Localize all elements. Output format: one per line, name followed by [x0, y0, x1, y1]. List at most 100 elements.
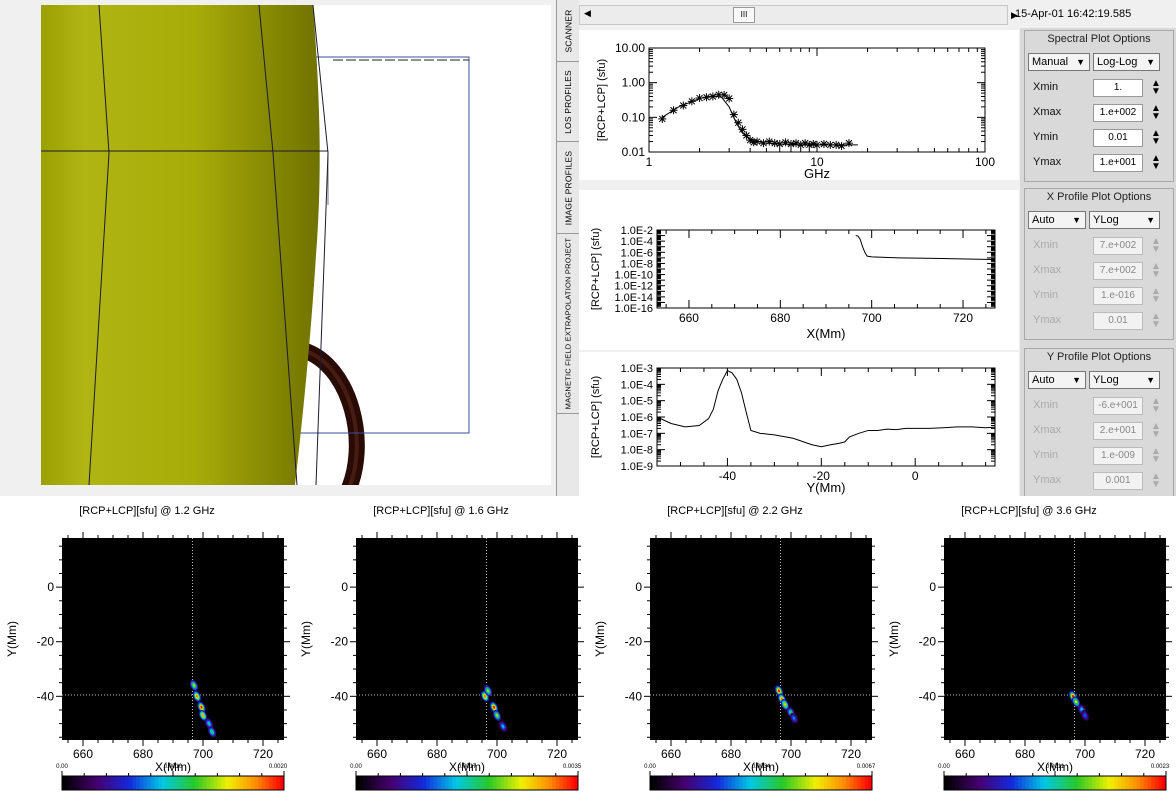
- colorbar-segment: [124, 776, 130, 790]
- colorbar-segment: [117, 776, 122, 790]
- y-tick-label: 1.0E-8: [621, 258, 653, 270]
- x-tick-label: 700: [193, 747, 213, 761]
- colorbar-segment: [559, 776, 564, 790]
- scroll-right-icon[interactable]: ▶: [1011, 10, 1018, 20]
- xprofile-scale-dropdown[interactable]: YLog ▼: [1089, 211, 1160, 229]
- colorbar-segment: [441, 776, 446, 790]
- brightness-map-1[interactable]: [RCP+LCP][sfu] @ 1.2 GHz 660 680 700 720 0 -2…: [0, 496, 294, 808]
- field-input[interactable]: 1.e+002: [1093, 104, 1143, 122]
- colorbar-segment: [1129, 776, 1134, 790]
- colorbar-min-label: 0.00: [56, 764, 68, 770]
- colorbar-segment: [724, 776, 729, 790]
- field-input[interactable]: 2.e+001: [1093, 422, 1143, 440]
- spinner-arrows-icon[interactable]: ▲ ▼: [1151, 471, 1161, 490]
- 3d-render-canvas[interactable]: [41, 5, 551, 485]
- spinner-arrows-icon[interactable]: ▲ ▼: [1151, 421, 1161, 440]
- colorbar-segment: [805, 776, 810, 790]
- tab-magnetic-field-extrapolation-project[interactable]: MAGNETIC FIELD EXTRAPOLATION PROJECT: [557, 234, 579, 414]
- colorbar-segment: [1117, 776, 1123, 790]
- colorbar-segment: [790, 776, 795, 790]
- x-profile-plot[interactable]: 1.0E-21.0E-41.0E-61.0E-81.0E-101.0E-121.…: [579, 190, 1019, 350]
- colorbar-segment: [455, 776, 461, 790]
- colorbar-segment: [247, 776, 252, 790]
- spinner-arrows-icon[interactable]: ▲ ▼: [1151, 236, 1161, 255]
- colorbar-segment: [650, 776, 655, 790]
- x-axis-label: GHz: [804, 166, 830, 180]
- spinner-arrows-icon[interactable]: ▲ ▼: [1151, 128, 1161, 147]
- colorbar-segment: [1154, 776, 1160, 790]
- spectral-plot-options: Spectral Plot Options Manual ▼ Log-Log ▼ X…: [1024, 30, 1174, 182]
- colorbar-segment: [1006, 776, 1012, 790]
- spinner-arrows-icon[interactable]: ▲ ▼: [1151, 78, 1161, 97]
- colorbar-max-label: 0.0067: [857, 764, 876, 770]
- spectral-mode-dropdown[interactable]: Manual ▼: [1028, 53, 1090, 71]
- x-profile-plot-options: X Profile Plot Options Auto ▼ YLog ▼ Xmin 7…: [1024, 188, 1174, 340]
- colorbar-segment: [1029, 776, 1034, 790]
- brightness-map-2[interactable]: [RCP+LCP][sfu] @ 1.6 GHz 660 680 700 720 0 -2…: [294, 496, 588, 808]
- 3d-view-panel[interactable]: [0, 0, 556, 496]
- field-input[interactable]: 0.01: [1093, 312, 1143, 330]
- xprofile-mode-dropdown[interactable]: Auto ▼: [1028, 211, 1086, 229]
- field-input[interactable]: 0.01: [1093, 129, 1143, 147]
- field-input[interactable]: 1.e-009: [1093, 447, 1143, 465]
- spectral-plot[interactable]: 10.00 1.00 0.10 0.011 10 100 GHz [RCP+LCP] (sfu…: [579, 30, 1019, 180]
- colorbar-segment: [478, 776, 483, 790]
- yprofile-scale-dropdown[interactable]: YLog ▼: [1089, 371, 1160, 389]
- scroll-left-icon[interactable]: ◀: [584, 8, 591, 18]
- star-stroke: [765, 138, 773, 145]
- field-label: Ymax: [1033, 474, 1062, 486]
- colorbar-segment: [224, 776, 229, 790]
- spinner-arrows-icon[interactable]: ▲ ▼: [1151, 261, 1161, 280]
- colorbar-segment: [243, 776, 248, 790]
- y-tick-label: 1.0E-10: [614, 270, 653, 282]
- y-tick-label: -20: [919, 635, 937, 649]
- colorbar-segment: [687, 776, 692, 790]
- field-label: Ymin: [1033, 289, 1059, 301]
- colorbar-segment: [1043, 776, 1049, 790]
- colorbar-segment: [84, 776, 89, 790]
- colorbar-segment: [701, 776, 706, 790]
- yprofile-mode-dropdown[interactable]: Auto ▼: [1028, 371, 1086, 389]
- time-scrollbar[interactable]: ◀ III: [579, 5, 1008, 25]
- colorbar-segment: [452, 776, 457, 790]
- spinner-arrows-icon[interactable]: ▲ ▼: [1151, 311, 1161, 330]
- emission-source: [792, 716, 796, 720]
- spinner-arrows-icon[interactable]: ▲ ▼: [1151, 153, 1161, 172]
- colorbar-segment: [537, 776, 542, 790]
- spinner-arrows-icon[interactable]: ▲ ▼: [1151, 446, 1161, 465]
- colorbar-segment: [1051, 776, 1056, 790]
- tab-image-profiles[interactable]: IMAGE PROFILES: [557, 142, 579, 234]
- y-profile-plot[interactable]: 1.0E-3 1.0E-4 1.0E-5 1.0E-6 1.0E-7 1.0E-8 1.0E…: [579, 352, 1019, 496]
- colorbar-segment: [507, 776, 512, 790]
- field-input[interactable]: 1.e+001: [1093, 154, 1143, 172]
- spinner-arrows-icon[interactable]: ▲ ▼: [1151, 103, 1161, 122]
- x-axis-label: X(Mm): [743, 760, 779, 774]
- colorbar-segment: [91, 776, 96, 790]
- brightness-map-4[interactable]: [RCP+LCP][sfu] @ 3.6 GHz 660 680 700 720 0 -2…: [882, 496, 1176, 808]
- field-input[interactable]: 0.001: [1093, 472, 1143, 490]
- data-point: [658, 114, 667, 123]
- field-input[interactable]: 1.: [1093, 79, 1143, 97]
- field-input[interactable]: 7.e+002: [1093, 262, 1143, 280]
- spinner-arrows-icon[interactable]: ▲ ▼: [1151, 286, 1161, 305]
- colorbar-segment: [154, 776, 159, 790]
- colorbar-segment: [448, 776, 453, 790]
- field-label: Xmax: [1033, 106, 1062, 118]
- tab-scanner[interactable]: SCANNER: [557, 0, 579, 62]
- colorbar-segment: [1088, 776, 1093, 790]
- field-input[interactable]: 7.e+002: [1093, 237, 1143, 255]
- tab-los-profiles[interactable]: LOS PROFILES: [557, 62, 579, 142]
- spectral-scale-dropdown[interactable]: Log-Log ▼: [1093, 53, 1160, 71]
- emission-source: [483, 694, 487, 698]
- spinner-arrows-icon[interactable]: ▲ ▼: [1151, 396, 1161, 415]
- flux-tube-render: [41, 5, 470, 485]
- star-stroke: [820, 140, 828, 148]
- field-label: Xmin: [1033, 239, 1059, 251]
- scroll-thumb[interactable]: III: [733, 7, 755, 23]
- field-input[interactable]: -6.e+001: [1093, 397, 1143, 415]
- y-axis-label: Y(Mm): [887, 621, 901, 657]
- x-tick-label: 680: [721, 747, 741, 761]
- brightness-map-3[interactable]: [RCP+LCP][sfu] @ 2.2 GHz 660 680 700 720 0 -2…: [588, 496, 882, 808]
- star-stroke: [845, 139, 853, 147]
- field-input[interactable]: 1.e-016: [1093, 287, 1143, 305]
